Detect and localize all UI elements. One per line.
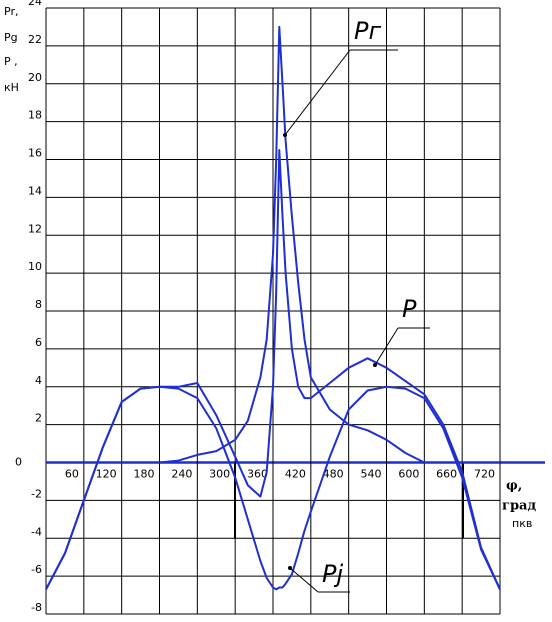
leader-line [289,567,319,593]
y-tick-label: 12 [28,222,42,235]
x-tick-label: 300 [209,468,230,481]
series-line [45,385,501,591]
y-tick-label: 0 [15,456,22,469]
y-tick-label: 14 [28,184,42,197]
y-tick-label: -4 [31,525,42,538]
y-tick-label: 24 [28,0,42,8]
x-tick-label: 240 [171,468,192,481]
curve-label: Pj [322,560,343,588]
y-tick-label: 20 [28,71,42,84]
leader-dot [283,133,287,137]
leader-line [374,327,399,366]
x-tick-label: 660 [436,468,457,481]
y-tick-label: 10 [28,260,42,273]
y-tick-label: 4 [35,374,42,387]
y-axis-label: Pg [4,31,18,44]
x-axis-label: пкв [512,517,532,530]
x-axis-label: град [502,499,536,514]
y-tick-label: 22 [28,33,42,46]
series-line [46,25,500,464]
leader-dot [373,363,377,367]
curve-label: P [402,295,417,323]
x-tick-label: 120 [96,468,117,481]
y-axis-label: P , [4,55,18,68]
y-tick-label: -2 [31,487,42,500]
x-tick-label: 480 [323,468,344,481]
leader-line [284,49,351,136]
y-tick-label: 6 [35,336,42,349]
y-tick-label: 8 [35,298,42,311]
curve-label: Pг [354,17,381,45]
y-tick-label: -6 [31,563,42,576]
x-tick-label: 420 [285,468,306,481]
y-axis-label: кН [4,81,19,94]
x-tick-label: 180 [134,468,155,481]
y-tick-label: -8 [31,601,42,614]
y-axis-label: Pr, [4,5,18,18]
y-tick-label: 18 [28,109,42,122]
x-tick-label: 60 [65,468,79,481]
y-tick-label: 2 [35,412,42,425]
y-tick-label: 16 [28,147,42,160]
x-tick-label: 720 [474,468,495,481]
x-axis-label: φ, [506,479,522,494]
x-tick-label: 540 [361,468,382,481]
x-tick-label: 600 [398,468,419,481]
leader-dot [288,566,292,570]
x-tick-label: 360 [247,468,268,481]
